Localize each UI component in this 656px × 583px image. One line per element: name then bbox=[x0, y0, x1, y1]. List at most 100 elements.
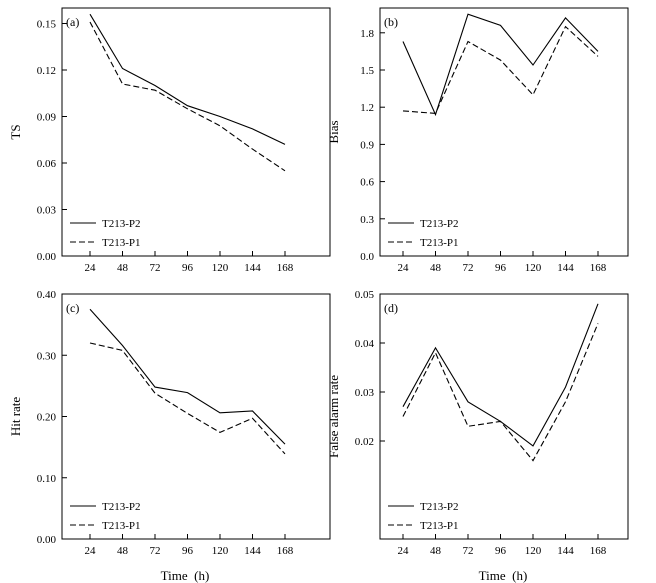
chart-panel-4: 0.02 0.03 0.04 0.05 24 48 72 96 120 144 168 (d) Fals… bbox=[326, 289, 629, 557]
legend-label: T213-P2 bbox=[420, 501, 459, 513]
legend-label: T213-P2 bbox=[102, 501, 141, 513]
legend-label: T213-P2 bbox=[420, 218, 459, 230]
series-line-t213-p2 bbox=[402, 13, 599, 117]
y-tick-label: 0.05 bbox=[355, 289, 375, 301]
chart-panel-3: 0.00 0.10 0.20 0.30 0.40 24 48 72 96 120 144 168 (c)… bbox=[8, 289, 331, 557]
panel-label: (c) bbox=[66, 301, 79, 315]
y-tick-label: 0.20 bbox=[37, 412, 57, 424]
x-tick-label: 168 bbox=[590, 262, 607, 274]
y-axis-title: Bias bbox=[326, 120, 341, 143]
y-tick-label: 0.6 bbox=[360, 177, 374, 189]
panel-label: (a) bbox=[66, 15, 79, 29]
x-tick-label: 120 bbox=[525, 262, 542, 274]
data-point bbox=[532, 64, 534, 66]
x-tick-label: 120 bbox=[212, 545, 229, 557]
data-point bbox=[597, 55, 599, 57]
x-tick-label: 144 bbox=[557, 545, 574, 557]
x-tick-label: 144 bbox=[244, 262, 261, 274]
data-point bbox=[402, 415, 404, 417]
data-point bbox=[186, 412, 188, 414]
data-point bbox=[597, 303, 599, 305]
data-point bbox=[251, 410, 253, 412]
y-tick-label: 1.8 bbox=[360, 28, 374, 40]
legend-label: T213-P1 bbox=[102, 237, 141, 249]
plot-frame bbox=[379, 7, 629, 257]
series-line-t213-p2 bbox=[89, 308, 286, 445]
x-tick-label: 24 bbox=[398, 262, 410, 274]
x-tick-label: 72 bbox=[463, 262, 474, 274]
y-tick-label: 0.00 bbox=[37, 251, 57, 263]
y-tick-label: 0.10 bbox=[37, 473, 57, 485]
data-point bbox=[467, 425, 469, 427]
data-point bbox=[154, 84, 156, 86]
x-axis-title-left: Time (h) bbox=[161, 568, 210, 583]
x-tick-label: 48 bbox=[430, 545, 442, 557]
x-tick-label: 96 bbox=[495, 545, 507, 557]
y-tick-label: 0.3 bbox=[360, 214, 374, 226]
x-tick-label: 72 bbox=[150, 262, 161, 274]
data-point bbox=[564, 17, 566, 19]
data-point bbox=[402, 406, 404, 408]
panel-label: (d) bbox=[384, 301, 398, 315]
data-point bbox=[564, 401, 566, 403]
data-point bbox=[499, 24, 501, 26]
y-axis-title: False alarm rate bbox=[326, 375, 341, 458]
y-tick-label: 0.30 bbox=[37, 350, 57, 362]
y-tick-label: 0.03 bbox=[355, 387, 375, 399]
data-point bbox=[532, 94, 534, 96]
y-tick-label: 1.5 bbox=[360, 65, 374, 77]
series-line-t213-p1 bbox=[89, 21, 286, 172]
data-point bbox=[564, 25, 566, 27]
data-point bbox=[186, 391, 188, 393]
x-tick-label: 24 bbox=[85, 545, 97, 557]
data-point bbox=[251, 148, 253, 150]
x-axis-title-right: Time (h) bbox=[479, 568, 528, 583]
data-point bbox=[402, 110, 404, 112]
data-point bbox=[467, 401, 469, 403]
x-tick-label: 24 bbox=[398, 545, 410, 557]
data-point bbox=[564, 386, 566, 388]
y-tick-label: 0.03 bbox=[37, 205, 57, 217]
data-point bbox=[121, 67, 123, 69]
y-tick-label: 0.9 bbox=[360, 139, 374, 151]
plot-frame bbox=[379, 293, 629, 540]
x-tick-label: 48 bbox=[430, 262, 442, 274]
data-point bbox=[154, 89, 156, 91]
series-line-t213-p2 bbox=[89, 13, 286, 145]
x-tick-label: 144 bbox=[244, 545, 261, 557]
y-tick-label: 0.00 bbox=[37, 534, 57, 546]
legend-label: T213-P1 bbox=[420, 520, 459, 532]
panel-label: (b) bbox=[384, 15, 398, 29]
data-point bbox=[121, 344, 123, 346]
data-point bbox=[597, 322, 599, 324]
x-tick-label: 48 bbox=[117, 262, 129, 274]
y-tick-label: 0.40 bbox=[37, 289, 57, 301]
data-point bbox=[154, 392, 156, 394]
y-tick-label: 0.15 bbox=[37, 19, 57, 31]
data-point bbox=[251, 128, 253, 130]
data-point bbox=[219, 125, 221, 127]
legend-label: T213-P1 bbox=[102, 520, 141, 532]
x-tick-label: 120 bbox=[212, 262, 229, 274]
y-tick-label: 0.06 bbox=[37, 158, 57, 170]
y-tick-label: 1.2 bbox=[360, 102, 374, 114]
x-tick-label: 24 bbox=[85, 262, 97, 274]
legend-label: T213-P2 bbox=[102, 218, 141, 230]
data-point bbox=[532, 445, 534, 447]
chart-panel-1: 0.00 0.03 0.06 0.09 0.12 0.15 24 48 72 96 120 144 16… bbox=[8, 7, 331, 274]
y-tick-label: 0.04 bbox=[355, 338, 375, 350]
data-point bbox=[434, 352, 436, 354]
data-point bbox=[186, 108, 188, 110]
data-point bbox=[284, 143, 286, 145]
y-tick-label: 0.09 bbox=[37, 112, 57, 124]
plot-frame bbox=[61, 7, 331, 257]
data-point bbox=[499, 420, 501, 422]
data-point bbox=[402, 40, 404, 42]
panels: 0.00 0.03 0.06 0.09 0.12 0.15 24 48 72 96 120 144 16… bbox=[8, 7, 629, 557]
series-line-t213-p1 bbox=[402, 25, 599, 114]
y-tick-label: 0.0 bbox=[360, 251, 374, 263]
x-tick-label: 168 bbox=[590, 545, 607, 557]
data-point bbox=[219, 431, 221, 433]
series-line-t213-p1 bbox=[402, 323, 599, 462]
